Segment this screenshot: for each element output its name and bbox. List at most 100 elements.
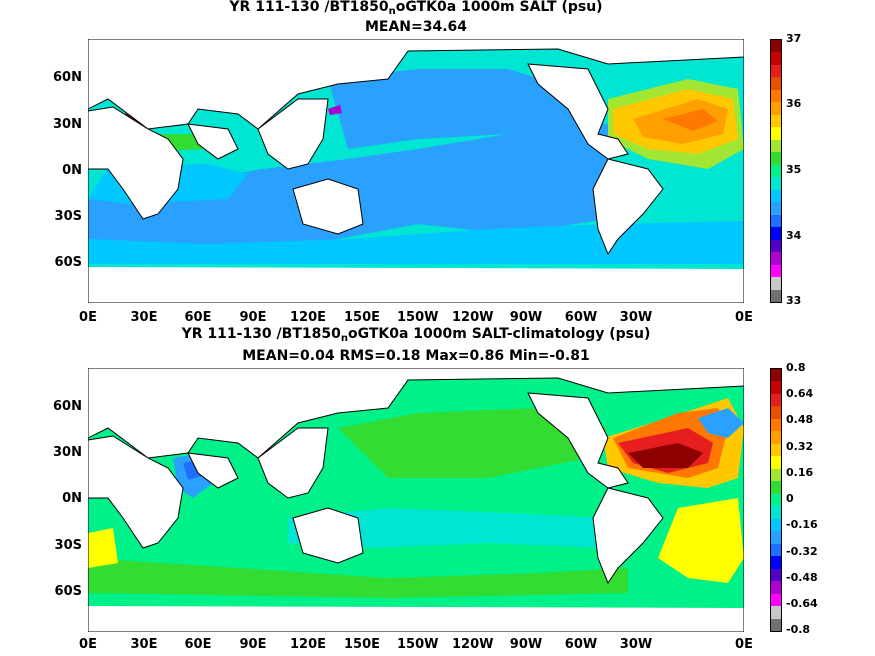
panel1-subtitle: MEAN=34.64 — [364, 19, 468, 35]
panel2-xtick-60w: 60W — [564, 637, 598, 652]
panel1-field-southern-band — [88, 221, 744, 264]
colorbar-segment — [771, 164, 781, 178]
panel2-ytick-0n: 0N — [62, 491, 82, 506]
panel2-xtick-0e: 0E — [79, 637, 97, 652]
panel2-colorbar-label-0.48: 0.48 — [786, 413, 814, 426]
colorbar-segment — [771, 139, 781, 153]
colorbar-segment — [771, 518, 781, 532]
panel2-field-southern-green — [88, 558, 628, 598]
panel2-map — [88, 368, 744, 632]
panel2-colorbar-label-neg0.8: -0.8 — [786, 623, 811, 636]
panel2-land-australia — [292, 507, 364, 564]
colorbar-segment — [771, 618, 781, 632]
panel2-xtick-30e: 30E — [130, 637, 158, 652]
panel2-xtick-90e: 90E — [239, 637, 267, 652]
panel2-subtitle: MEAN=0.04 RMS=0.18 Max=0.86 Min=-0.81 — [242, 348, 590, 364]
colorbar-segment — [771, 189, 781, 203]
colorbar-segment — [771, 64, 781, 78]
panel2-xtick-150w: 150W — [397, 637, 439, 652]
panel1-field-atlantic-core — [663, 109, 718, 131]
panel1-xtick-60w: 60W — [564, 310, 598, 325]
panel1-xtick-90e: 90E — [239, 310, 267, 325]
panel2-ytick-60n: 60N — [53, 399, 82, 414]
colorbar-segment — [771, 114, 781, 128]
panel2-colorbar — [770, 368, 782, 632]
colorbar-segment — [771, 202, 781, 216]
colorbar-segment — [771, 102, 781, 116]
panel1-ytick-60s: 60S — [54, 255, 82, 270]
colorbar-segment — [771, 264, 781, 278]
panel2-colorbar-label-neg0.16: -0.16 — [786, 518, 818, 531]
panel2-field-north-pacific — [338, 408, 608, 478]
panel2-colorbar-label-neg0.32: -0.32 — [786, 545, 818, 558]
panel1-xtick-90w: 90W — [509, 310, 543, 325]
colorbar-segment — [771, 506, 781, 520]
panel1-land-australia — [292, 178, 364, 235]
colorbar-segment — [771, 127, 781, 141]
panel2-colorbar-label-neg0.48: -0.48 — [786, 571, 818, 584]
colorbar-segment — [771, 556, 781, 570]
colorbar-segment — [771, 493, 781, 507]
colorbar-segment — [771, 531, 781, 545]
panel1-ytick-0n: 0N — [62, 163, 82, 178]
panel1-colorbar-label-34: 34 — [786, 229, 802, 242]
colorbar-segment — [771, 568, 781, 582]
colorbar-segment — [771, 381, 781, 395]
colorbar-segment — [771, 152, 781, 166]
panel1-colorbar-label-36: 36 — [786, 97, 802, 110]
panel1-colorbar-label-35: 35 — [786, 163, 802, 176]
panel1-land-india — [187, 123, 239, 160]
panel1-colorbar-label-37: 37 — [786, 32, 802, 45]
panel1-land-africa — [88, 106, 184, 220]
panel1-xtick-150e: 150E — [343, 310, 381, 325]
panel2-land-north-america — [527, 392, 629, 489]
panel2-ytick-30n: 30N — [53, 445, 82, 460]
panel2-land-africa — [88, 435, 184, 549]
panel1-land-east-asia — [257, 98, 329, 170]
colorbar-segment — [771, 581, 781, 595]
colorbar-segment — [771, 481, 781, 495]
panel2-xtick-150e: 150E — [343, 637, 381, 652]
panel1-map — [88, 39, 744, 303]
panel2-ytick-60s: 60S — [54, 584, 82, 599]
panel1-xtick-30e: 30E — [130, 310, 158, 325]
colorbar-segment — [771, 214, 781, 228]
colorbar-segment — [771, 239, 781, 253]
colorbar-segment — [771, 369, 781, 382]
colorbar-segment — [771, 418, 781, 432]
panel2-field-south-atlantic-east — [88, 528, 118, 568]
colorbar-segment — [771, 456, 781, 470]
colorbar-segment — [771, 443, 781, 457]
panel2-xtick-120e: 120E — [289, 637, 327, 652]
panel1-land-antarctica — [88, 267, 744, 303]
panel2-land-south-america — [592, 487, 664, 585]
panel1-xtick-30w: 30W — [619, 310, 653, 325]
panel2-ytick-30s: 30S — [54, 538, 82, 553]
panel1-field-north-pacific — [328, 69, 608, 149]
colorbar-segment — [771, 227, 781, 241]
panel2-colorbar-label-neg0.64: -0.64 — [786, 597, 818, 610]
panel2-land-north — [88, 368, 744, 459]
colorbar-segment — [771, 52, 781, 66]
panel1-ytick-30n: 30N — [53, 117, 82, 132]
panel1-xtick-60e: 60E — [184, 310, 212, 325]
colorbar-segment — [771, 252, 781, 266]
panel2-xtick-90w: 90W — [509, 637, 543, 652]
colorbar-segment — [771, 606, 781, 620]
colorbar-segment — [771, 77, 781, 91]
colorbar-segment — [771, 289, 781, 303]
panel1-xtick-120w: 120W — [452, 310, 494, 325]
colorbar-segment — [771, 277, 781, 291]
colorbar-segment — [771, 89, 781, 103]
panel2-colorbar-label-0: 0 — [786, 492, 794, 505]
panel2-land-east-asia — [257, 427, 329, 499]
panel1-ytick-30s: 30S — [54, 209, 82, 224]
panel1-xtick-120e: 120E — [289, 310, 327, 325]
panel2-xtick-60e: 60E — [184, 637, 212, 652]
panel1-xtick-0e: 0E — [79, 310, 97, 325]
panel1-xtick-0e-end: 0E — [735, 310, 753, 325]
panel2-field-south-pacific-cyan — [288, 508, 608, 548]
panel1-colorbar-label-33: 33 — [786, 294, 802, 307]
panel1-land-south-america — [592, 158, 664, 256]
colorbar-segment — [771, 543, 781, 557]
